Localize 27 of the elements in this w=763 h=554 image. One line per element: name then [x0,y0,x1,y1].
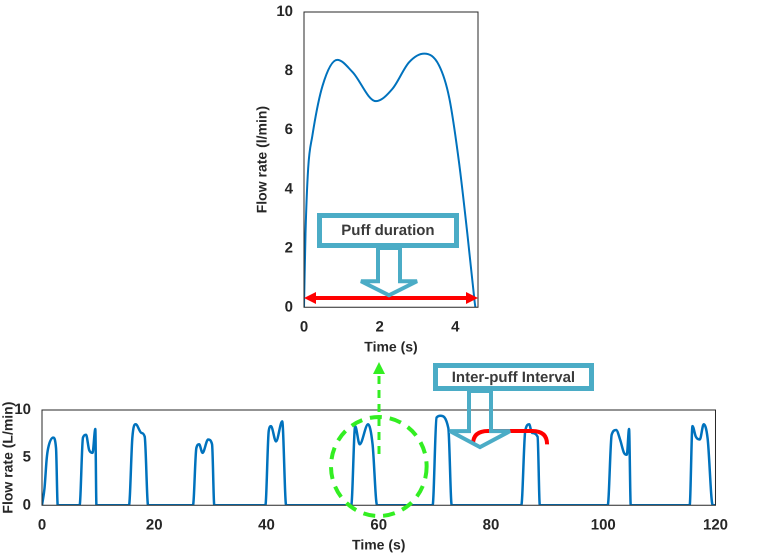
x-tick-label: 100 [590,516,616,534]
x-tick-label: 2 [375,318,384,336]
y-tick-label: 6 [284,121,293,138]
y-tick-label: 0 [284,298,293,316]
y-tick-label: 0 [22,496,31,514]
x-axis-title: Time (s) [364,338,418,354]
x-tick-label: 4 [451,318,460,336]
y-tick-label: 5 [22,448,31,466]
x-axis-title: Time (s) [352,536,406,552]
x-tick-label: 120 [702,516,728,534]
y-tick-label: 8 [284,62,293,80]
y-axis-title: Flow rate (L/min) [0,402,16,514]
x-tick-label: 0 [300,318,308,336]
y-tick-label: 10 [276,3,293,20]
line-series [42,414,716,506]
x-tick-label: 40 [258,516,275,534]
line-series [304,52,476,308]
y-tick-label: 10 [14,401,31,418]
x-tick-label: 0 [38,516,46,534]
x-tick-label: 60 [370,516,388,534]
y-tick-label: 4 [284,180,294,198]
x-tick-label: 20 [146,516,163,534]
y-axis-title: Flow rate (l/min) [253,106,270,214]
text: Inter-puff Interval [432,363,594,391]
y-tick-label: 2 [284,239,293,256]
x-tick-label: 80 [482,516,500,534]
annotation: Puff duration [317,212,459,248]
